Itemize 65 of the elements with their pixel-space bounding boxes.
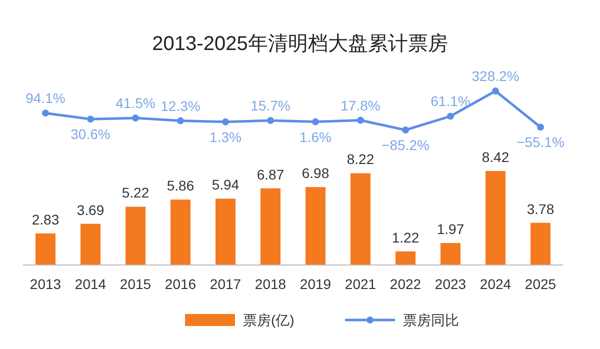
- bar: [350, 173, 370, 265]
- data-label: 12.3%: [160, 98, 200, 114]
- x-tick-label: 2017: [210, 276, 242, 292]
- bar: [440, 243, 460, 265]
- point: [222, 118, 229, 126]
- bar: [216, 198, 236, 265]
- data-label: 3.78: [526, 200, 554, 217]
- legend-label: 票房同比: [403, 312, 459, 328]
- data-label: 94.1%: [26, 90, 66, 106]
- point: [87, 116, 94, 123]
- legend: 票房(亿): [185, 312, 294, 328]
- legend: 票房同比: [345, 312, 459, 328]
- bar: [36, 233, 56, 265]
- x-tick-label: 2016: [164, 276, 196, 292]
- bar: [170, 200, 190, 265]
- data-label: 328.2%: [472, 68, 520, 84]
- data-label: 5.94: [212, 176, 240, 193]
- data-label: 2.83: [32, 211, 60, 228]
- x-tick-label: 2013: [30, 276, 62, 292]
- point: [132, 114, 139, 122]
- data-label: 30.6%: [70, 126, 110, 142]
- x-tick-label: 2014: [74, 276, 106, 292]
- point: [42, 110, 49, 117]
- point: [357, 116, 364, 124]
- data-label: 1.22: [392, 229, 420, 246]
- point: [267, 116, 274, 124]
- x-tick-label: 2018: [254, 276, 286, 292]
- bar: [126, 206, 146, 265]
- data-label: 61.1%: [430, 93, 470, 110]
- legend-label: 票房(亿): [243, 312, 294, 328]
- data-label: 41.5%: [116, 95, 156, 112]
- data-label: 8.22: [346, 151, 374, 168]
- x-tick-label: 2024: [480, 276, 512, 292]
- data-label: 15.7%: [250, 97, 290, 114]
- x-tick-label: 2019: [300, 276, 332, 292]
- point: [492, 88, 499, 94]
- x-tick-label: 2025: [524, 276, 556, 292]
- bar: [530, 222, 550, 265]
- bar: [80, 224, 100, 265]
- data-label: 17.8%: [340, 97, 380, 114]
- data-label: −55.1%: [516, 134, 564, 150]
- data-label: 8.42: [482, 149, 510, 165]
- data-label: 6.98: [302, 165, 330, 182]
- data-label: 3.69: [76, 202, 104, 218]
- x-tick-label: 2021: [344, 276, 376, 292]
- data-label: 5.86: [166, 178, 194, 194]
- data-label: 5.22: [122, 184, 150, 201]
- x-tick-label: 2022: [390, 276, 422, 292]
- bar: [396, 251, 416, 265]
- data-label: 6.87: [256, 166, 284, 182]
- point: [537, 124, 544, 131]
- data-label: 1.3%: [210, 128, 242, 145]
- x-tick-label: 2015: [120, 276, 152, 292]
- x-tick-label: 2023: [434, 276, 466, 292]
- data-label: −85.2%: [382, 137, 430, 153]
- point: [177, 117, 184, 124]
- data-label: 1.97: [436, 221, 464, 238]
- chart-title: 2013-2025年清明档大盘累计票房: [152, 33, 448, 55]
- point: [312, 118, 319, 126]
- point: [402, 126, 409, 134]
- point: [447, 112, 454, 120]
- bar: [306, 187, 326, 265]
- bar: [260, 188, 280, 265]
- bar: [486, 171, 506, 265]
- data-label: 1.6%: [300, 128, 332, 145]
